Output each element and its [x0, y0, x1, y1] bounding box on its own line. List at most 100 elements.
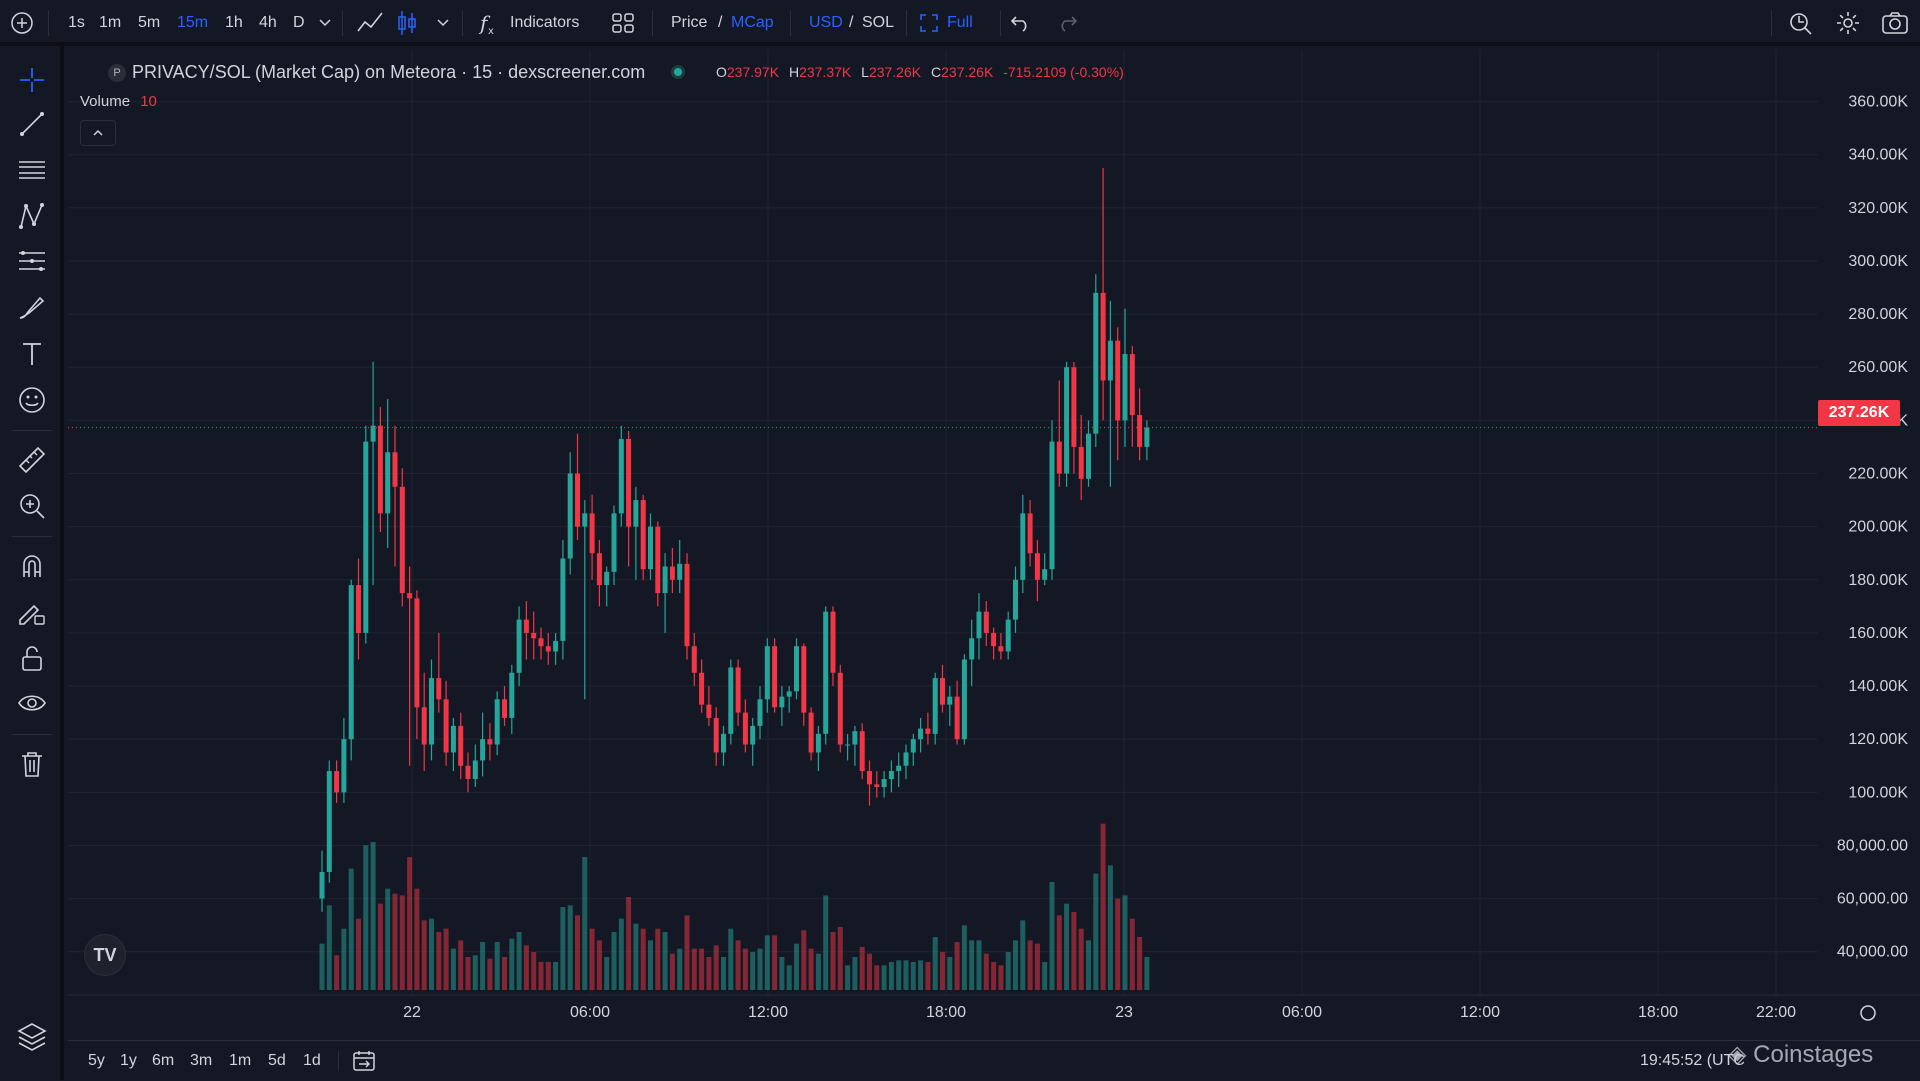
unlock-icon[interactable]: [16, 642, 48, 674]
volume-bar: [436, 932, 442, 990]
candle-body: [1020, 513, 1026, 580]
candle-body: [414, 598, 420, 708]
clock-timezone[interactable]: 19:45:52 (UTC: [1640, 1052, 1745, 1069]
emoji-icon[interactable]: [16, 384, 48, 416]
lock-drawings-pencil-icon[interactable]: [16, 596, 48, 628]
volume-bar: [363, 845, 369, 990]
tradingview-logo[interactable]: TV: [84, 934, 126, 976]
trend-line-icon[interactable]: [16, 108, 48, 140]
undo-icon[interactable]: [1010, 14, 1032, 32]
axis-settings-icon[interactable]: [1860, 1005, 1876, 1021]
candles-icon[interactable]: [396, 9, 418, 37]
volume-bar: [1078, 928, 1084, 990]
volume-bar: [450, 948, 456, 990]
candle-body: [377, 425, 383, 514]
layers-icon[interactable]: [16, 1020, 48, 1052]
timeframe-d[interactable]: D: [293, 14, 305, 31]
candle-body: [706, 704, 712, 718]
camera-icon[interactable]: [1882, 11, 1908, 35]
range-1m[interactable]: 1m: [229, 1052, 252, 1069]
timeframe-5m[interactable]: 5m: [138, 14, 161, 31]
timeframe-15m[interactable]: 15m: [177, 14, 209, 31]
settings-gear-icon[interactable]: [1836, 11, 1860, 35]
price-chart[interactable]: 360.00K 340.00K 320.00K 300.00K 280.00K 260.0…: [68, 50, 1920, 1040]
volume-bar: [414, 888, 420, 990]
volume-bar: [742, 948, 748, 990]
chevron-down-icon[interactable]: [436, 18, 450, 28]
full-button[interactable]: Full: [947, 14, 973, 31]
fib-retracement-icon[interactable]: [16, 246, 48, 278]
range-1y[interactable]: 1y: [120, 1052, 137, 1069]
candle-body: [859, 731, 865, 772]
volume-bar: [713, 945, 719, 990]
indicators-button[interactable]: Indicators: [510, 14, 580, 31]
candle-body: [896, 765, 902, 772]
time-axis-label: 06:00: [1282, 1004, 1322, 1021]
timeframe-1m[interactable]: 1m: [99, 14, 122, 31]
add-symbol-icon[interactable]: [10, 11, 34, 35]
quick-search-icon[interactable]: [1788, 11, 1814, 35]
redo-icon[interactable]: [1056, 14, 1078, 32]
volume-bar: [567, 905, 573, 990]
crosshair-icon[interactable]: [16, 64, 48, 96]
magnet-icon[interactable]: [16, 550, 48, 582]
candle-body: [407, 593, 413, 599]
volume-bar: [837, 927, 843, 990]
go-to-date-icon[interactable]: [352, 1050, 376, 1072]
candle-body: [823, 611, 829, 734]
price-axis-label: 80,000.00: [1837, 837, 1908, 854]
candle-body: [786, 691, 792, 697]
zoom-in-icon[interactable]: [16, 490, 48, 522]
candle-body: [728, 667, 734, 734]
close-label: C: [931, 64, 942, 80]
svg-text:x: x: [488, 26, 494, 36]
candle-body: [516, 619, 522, 673]
pattern-icon[interactable]: [16, 200, 48, 232]
timeframe-4h[interactable]: 4h: [259, 14, 277, 31]
range-5y[interactable]: 5y: [88, 1052, 105, 1069]
candle-body: [925, 728, 931, 734]
candle-body: [794, 646, 799, 692]
line-chart-icon[interactable]: [356, 11, 384, 35]
volume-bar: [1013, 940, 1018, 990]
time-axis-label: 22:00: [1756, 1004, 1796, 1021]
range-3m[interactable]: 3m: [190, 1052, 213, 1069]
symbol-title[interactable]: PRIVACY/SOL (Market Cap) on Meteora · 15…: [132, 62, 646, 82]
candle-body: [319, 872, 325, 899]
volume-bar: [575, 915, 580, 990]
volume-bar: [1122, 895, 1128, 990]
brush-icon[interactable]: [16, 292, 48, 324]
toolbar-divider: [342, 10, 343, 36]
price-toggle[interactable]: Price: [671, 14, 708, 31]
horizontal-lines-icon[interactable]: [16, 154, 48, 186]
volume-bar: [1093, 873, 1099, 990]
sol-toggle[interactable]: SOL: [862, 14, 895, 31]
volume-bar: [458, 940, 464, 990]
eye-icon[interactable]: [16, 688, 48, 720]
range-5d[interactable]: 5d: [268, 1052, 286, 1069]
volume-bar: [772, 935, 778, 990]
range-1d[interactable]: 1d: [303, 1052, 321, 1069]
collapse-legend-button[interactable]: [80, 120, 116, 146]
volume-bar: [538, 962, 544, 990]
usd-toggle[interactable]: USD: [809, 14, 843, 31]
volume-bar: [348, 868, 354, 990]
chevron-down-icon[interactable]: [318, 18, 332, 28]
timeframe-1s[interactable]: 1s: [68, 14, 85, 31]
ruler-icon[interactable]: [16, 444, 48, 476]
range-6m[interactable]: 6m: [152, 1052, 175, 1069]
fullscreen-icon[interactable]: [920, 14, 938, 32]
candle-body: [567, 473, 573, 559]
market-status-dot: [674, 68, 683, 76]
mcap-toggle[interactable]: MCap: [731, 14, 774, 31]
candle-body: [399, 486, 405, 594]
timeframe-1h[interactable]: 1h: [225, 14, 243, 31]
candle-body: [801, 646, 807, 713]
price-axis-label: 280.00K: [1848, 306, 1908, 323]
candle-body: [764, 646, 770, 700]
candle-body: [1078, 446, 1084, 479]
layout-grid-icon[interactable]: [612, 13, 634, 33]
text-tool-icon[interactable]: [16, 338, 48, 370]
trash-icon[interactable]: [16, 748, 48, 780]
